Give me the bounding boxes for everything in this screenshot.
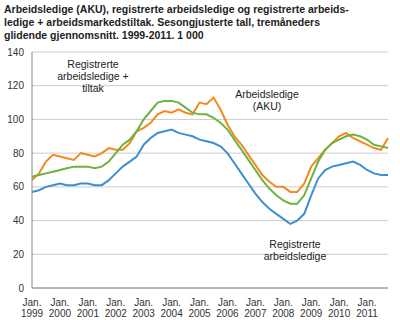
svg-text:120: 120 [8, 80, 24, 91]
svg-text:Jan.2005: Jan.2005 [188, 297, 211, 319]
svg-text:Jan.2003: Jan.2003 [133, 297, 156, 319]
svg-text:20: 20 [13, 249, 25, 260]
svg-text:Jan.2002: Jan.2002 [105, 297, 128, 319]
svg-text:Jan.2004: Jan.2004 [160, 297, 183, 319]
svg-text:0: 0 [18, 283, 24, 294]
svg-text:Jan.2000: Jan.2000 [49, 297, 72, 319]
svg-text:Jan.2011: Jan.2011 [356, 297, 378, 319]
svg-text:Jan.2010: Jan.2010 [328, 297, 351, 319]
html-text:Arbeidsledige (AKU), registrer: Arbeidsledige (AKU), registrerte arbeids… [4, 3, 349, 41]
svg-text:Jan.2007: Jan.2007 [244, 297, 267, 319]
svg-text:60: 60 [13, 181, 25, 192]
html-text:Registrerte arbeidsledige: Registrerte arbeidsledige [263, 238, 327, 262]
html-text:Registrerte arbeidsledige + ti: Registrerte arbeidsledige + tiltak [57, 58, 129, 94]
svg-text:Jan.1999: Jan.1999 [21, 297, 44, 319]
html-text:Arbeidsledige (AKU): Arbeidsledige (AKU) [235, 88, 299, 112]
svg-text:Jan.2001: Jan.2001 [77, 297, 100, 319]
svg-text:40: 40 [13, 215, 25, 226]
svg-text:140: 140 [8, 47, 24, 58]
svg-text:80: 80 [13, 148, 25, 159]
svg-text:100: 100 [8, 114, 24, 125]
svg-text:Jan.2008: Jan.2008 [272, 297, 295, 319]
svg-text:Jan.2009: Jan.2009 [300, 297, 323, 319]
svg-text:Jan.2006: Jan.2006 [216, 297, 239, 319]
